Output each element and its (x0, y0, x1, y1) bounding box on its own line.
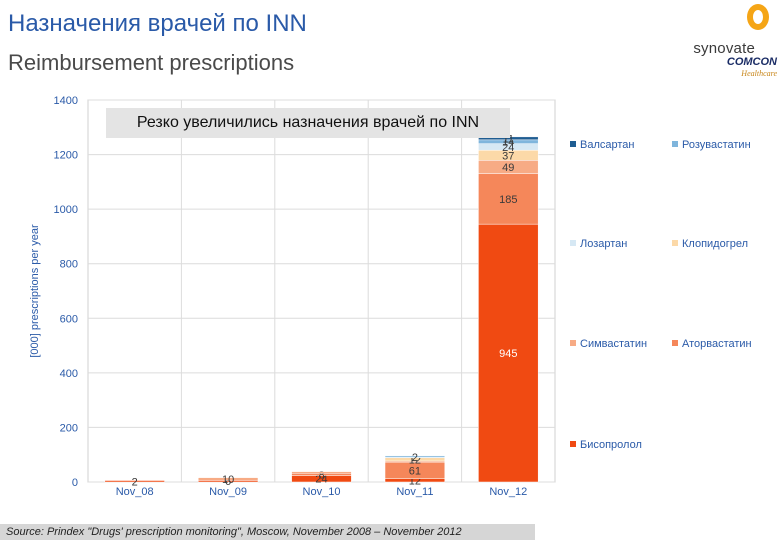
legend-swatch (672, 240, 678, 246)
chart-annotation: Резко увеличились назначения врачей по I… (106, 108, 510, 138)
data-label: 61 (409, 465, 421, 477)
data-label: 945 (499, 348, 517, 360)
x-tick-label: Nov_10 (303, 486, 341, 498)
logo-text-tag: Healthcare (741, 69, 777, 78)
data-label: 37 (502, 150, 514, 162)
bar-segment (104, 480, 165, 483)
data-label: 6 (225, 476, 231, 488)
x-tick-label: Nov_11 (396, 486, 433, 498)
legend-swatch (570, 441, 576, 447)
bar-segment (291, 471, 352, 474)
logo-text: synovate (693, 40, 755, 57)
bar-segment (478, 173, 539, 225)
y-tick-label: 1000 (54, 204, 78, 216)
data-label: 24 (315, 474, 327, 486)
legend-label: Клопидогрел (682, 238, 748, 250)
legend-swatch (672, 340, 678, 346)
y-tick-label: 1200 (54, 150, 78, 162)
legend-label: Валсартан (580, 139, 634, 151)
data-label: 2 (412, 452, 418, 464)
data-label: 185 (499, 194, 517, 206)
legend-label: Розувастатин (682, 139, 751, 151)
data-label: 24 (502, 142, 514, 154)
data-label: 10 (222, 474, 234, 486)
data-label: 2 (132, 477, 138, 489)
source-note: Source: Prindex "Drugs' prescription mon… (0, 524, 535, 540)
x-tick-label: Nov_08 (116, 486, 154, 498)
company-logo: synovate COMCON Healthcare (685, 4, 777, 78)
data-label: 49 (502, 162, 514, 174)
y-tick-label: 0 (72, 477, 78, 489)
legend-label: Аторвастатин (682, 338, 752, 350)
stacked-bar-chart: 0200400600800100012001400Nov_082Nov_0961… (29, 95, 752, 498)
bar-segment (384, 455, 446, 458)
y-tick-label: 800 (60, 259, 78, 271)
bar-segment (197, 477, 259, 481)
page-subtitle: Reimbursement prescriptions (8, 50, 295, 75)
logo-ring-icon (747, 4, 769, 30)
page-title: Назначения врачей по INN (8, 10, 307, 37)
data-label: 11 (503, 133, 514, 145)
bar-segment (478, 223, 539, 483)
legend-swatch (570, 141, 576, 147)
x-tick-label: Nov_09 (209, 486, 247, 498)
x-tick-label: Nov_12 (489, 486, 527, 498)
legend-swatch (672, 141, 678, 147)
legend-swatch (570, 240, 576, 246)
y-tick-label: 400 (60, 368, 78, 380)
logo-text-sub: COMCON (726, 56, 777, 68)
legend-label: Симвастатин (580, 338, 647, 350)
legend-label: Бисопролол (580, 439, 642, 451)
legend-swatch (570, 340, 576, 346)
y-tick-label: 200 (60, 422, 78, 434)
legend-label: Лозартан (580, 238, 627, 250)
y-tick-label: 600 (60, 313, 78, 325)
data-label: 8 (318, 469, 324, 481)
y-axis-title: [000] prescriptions per year (29, 224, 41, 358)
y-tick-label: 1400 (54, 95, 78, 107)
